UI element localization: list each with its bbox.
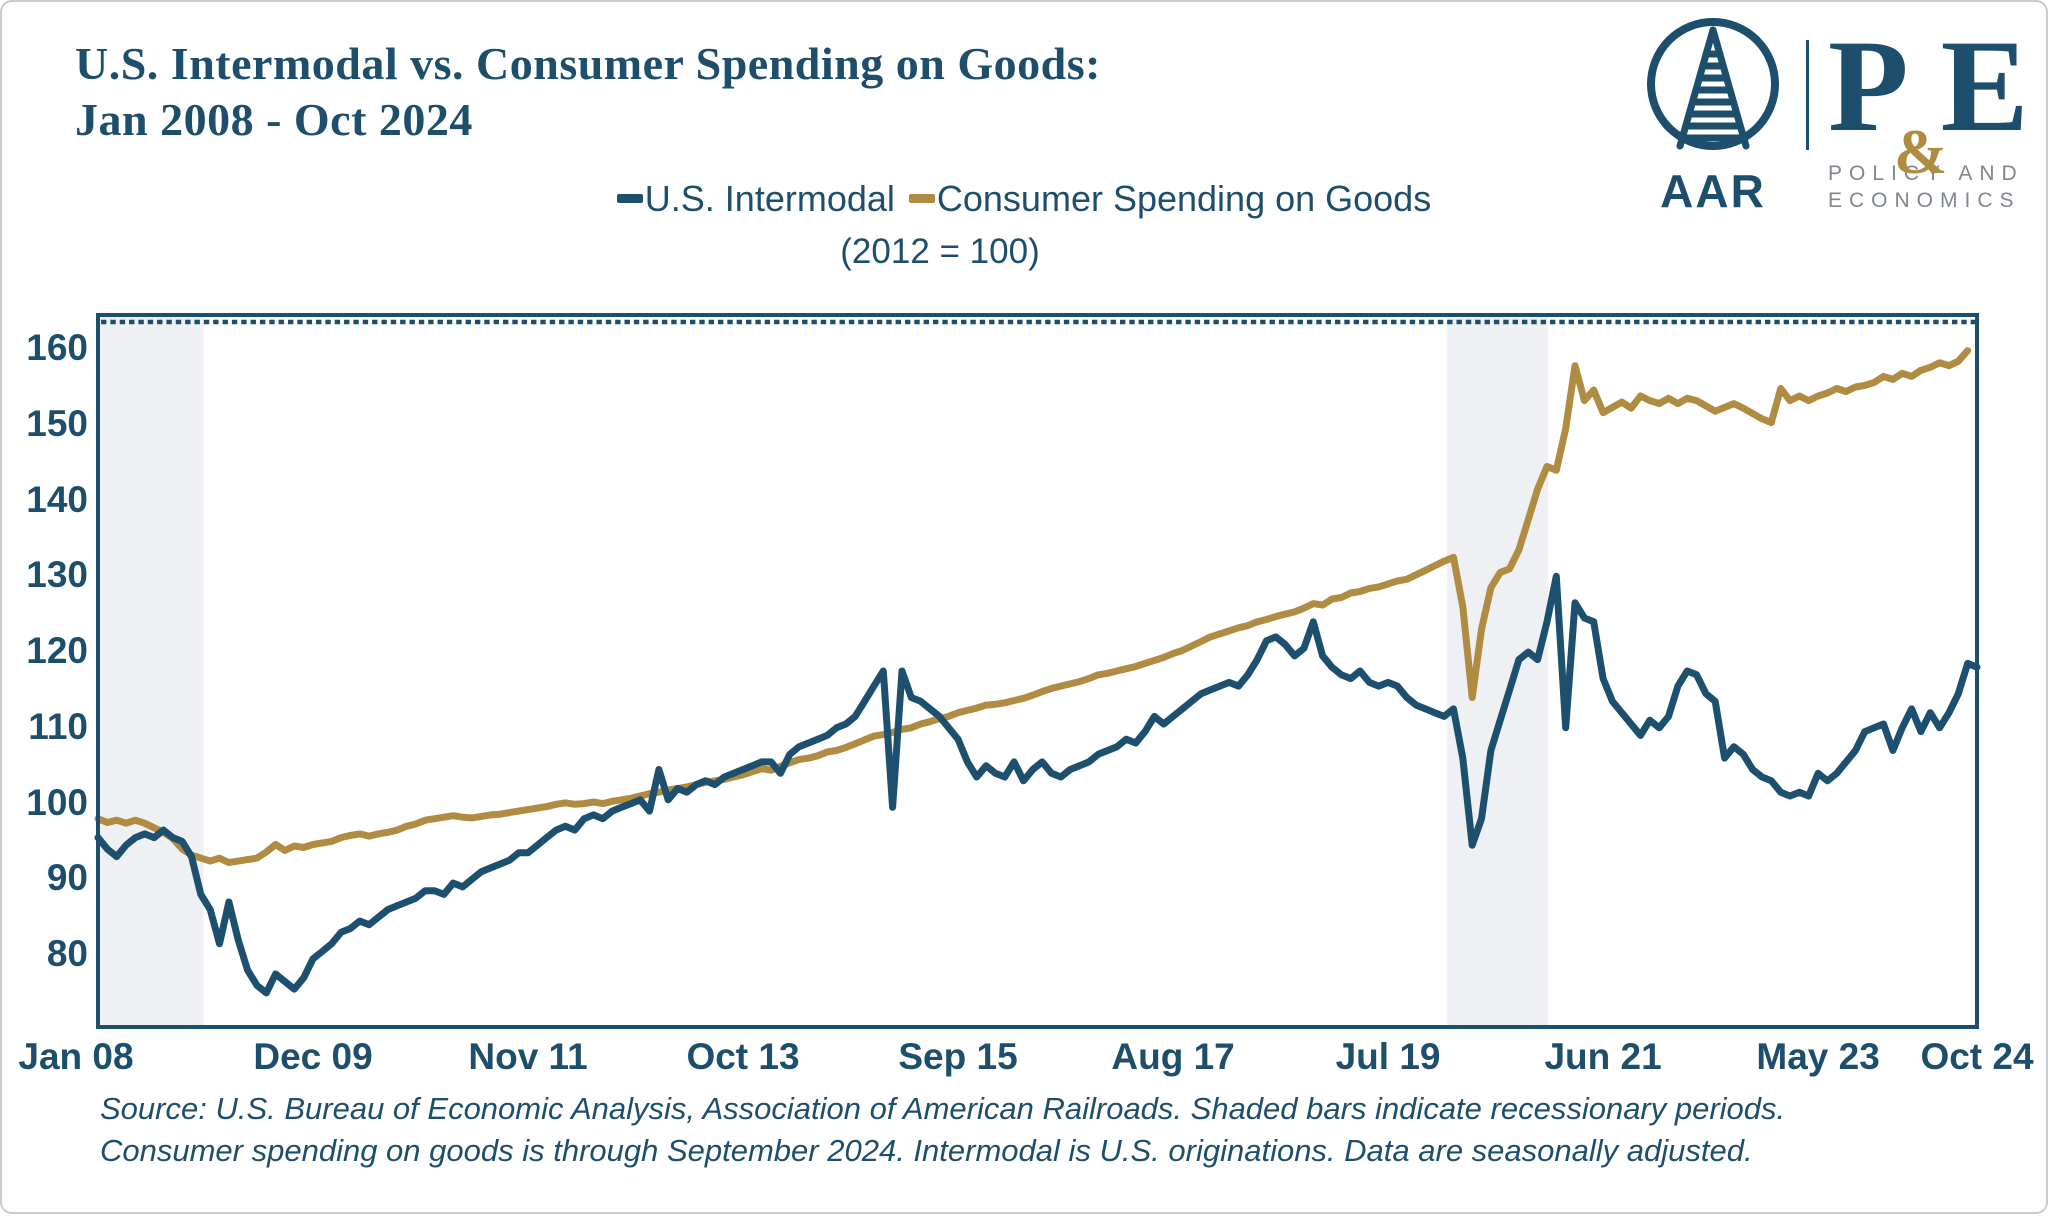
plot-border <box>96 313 1979 1029</box>
legend-label-intermodal: U.S. Intermodal <box>644 178 895 219</box>
chart-title: U.S. Intermodal vs. Consumer Spending on… <box>75 36 1235 148</box>
consumer-spending-line <box>94 347 1972 867</box>
x-tick-may-23: May 23 <box>1756 1036 1880 1077</box>
legend: U.S. Intermodal Consumer Spending on Good… <box>0 178 2048 220</box>
y-tick-150: 150 <box>26 402 88 444</box>
x-tick-dec-09: Dec 09 <box>253 1036 373 1077</box>
pe-letter-p: P <box>1828 12 1911 159</box>
x-tick-sep-15: Sep 15 <box>898 1036 1018 1077</box>
y-tick-140: 140 <box>26 478 88 520</box>
pe-letter-e: E <box>1940 12 2031 159</box>
y-tick-90: 90 <box>46 857 88 899</box>
pe-subtitle: POLICY AND ECONOMICS <box>1828 160 2018 214</box>
pe-logo: P & E POLICY AND ECONOMICS <box>1828 20 2029 214</box>
intermodal-line <box>94 572 1981 997</box>
source-note-line1: Source: U.S. Bureau of Economic Analysis… <box>100 1091 1786 1126</box>
recession-band-2 <box>1446 315 1548 1027</box>
index-note: (2012 = 100) <box>840 232 1040 271</box>
legend-label-consumer-spending: Consumer Spending on Goods <box>936 178 1432 219</box>
y-tick-80: 80 <box>46 933 88 975</box>
x-tick-oct-13: Oct 13 <box>686 1036 800 1077</box>
x-tick-jun-21: Jun 21 <box>1544 1036 1662 1077</box>
y-tick-160: 160 <box>26 327 88 369</box>
pe-subtitle-line1: POLICY AND <box>1828 162 2024 185</box>
x-tick-jul-19: Jul 19 <box>1335 1036 1441 1077</box>
source-note-line2: Consumer spending on goods is through Se… <box>100 1133 1753 1168</box>
y-tick-130: 130 <box>26 554 88 596</box>
recession-band-1 <box>98 315 204 1027</box>
logo-divider <box>1806 40 1809 150</box>
chart-title-line1: U.S. Intermodal vs. Consumer Spending on… <box>75 38 1101 89</box>
y-tick-110: 110 <box>28 705 88 747</box>
y-tick-120: 120 <box>26 630 88 672</box>
x-tick-nov-11: Nov 11 <box>468 1036 588 1077</box>
x-tick-aug-17: Aug 17 <box>1111 1036 1235 1077</box>
x-tick-oct-24: Oct 24 <box>1920 1036 2034 1077</box>
source-note: Source: U.S. Bureau of Economic Analysis… <box>100 1088 2000 1172</box>
pe-letters: P & E <box>1828 20 2029 188</box>
intermodal-legend-dash-icon <box>616 193 643 203</box>
y-tick-100: 100 <box>26 781 88 823</box>
pe-subtitle-line2: ECONOMICS <box>1828 189 2021 212</box>
chart-title-line2: Jan 2008 - Oct 2024 <box>75 94 473 145</box>
aar-rail-logo-icon <box>1647 18 1779 150</box>
consumer-spending-legend-dash-icon <box>908 193 935 203</box>
x-tick-jan-08: Jan 08 <box>18 1036 134 1077</box>
pe-ampersand: & <box>1894 116 1950 187</box>
aar-pe-logo: AAR P & E POLICY AND ECONOMICS <box>1640 14 2029 217</box>
aar-logo-label: AAR <box>1660 165 1766 217</box>
